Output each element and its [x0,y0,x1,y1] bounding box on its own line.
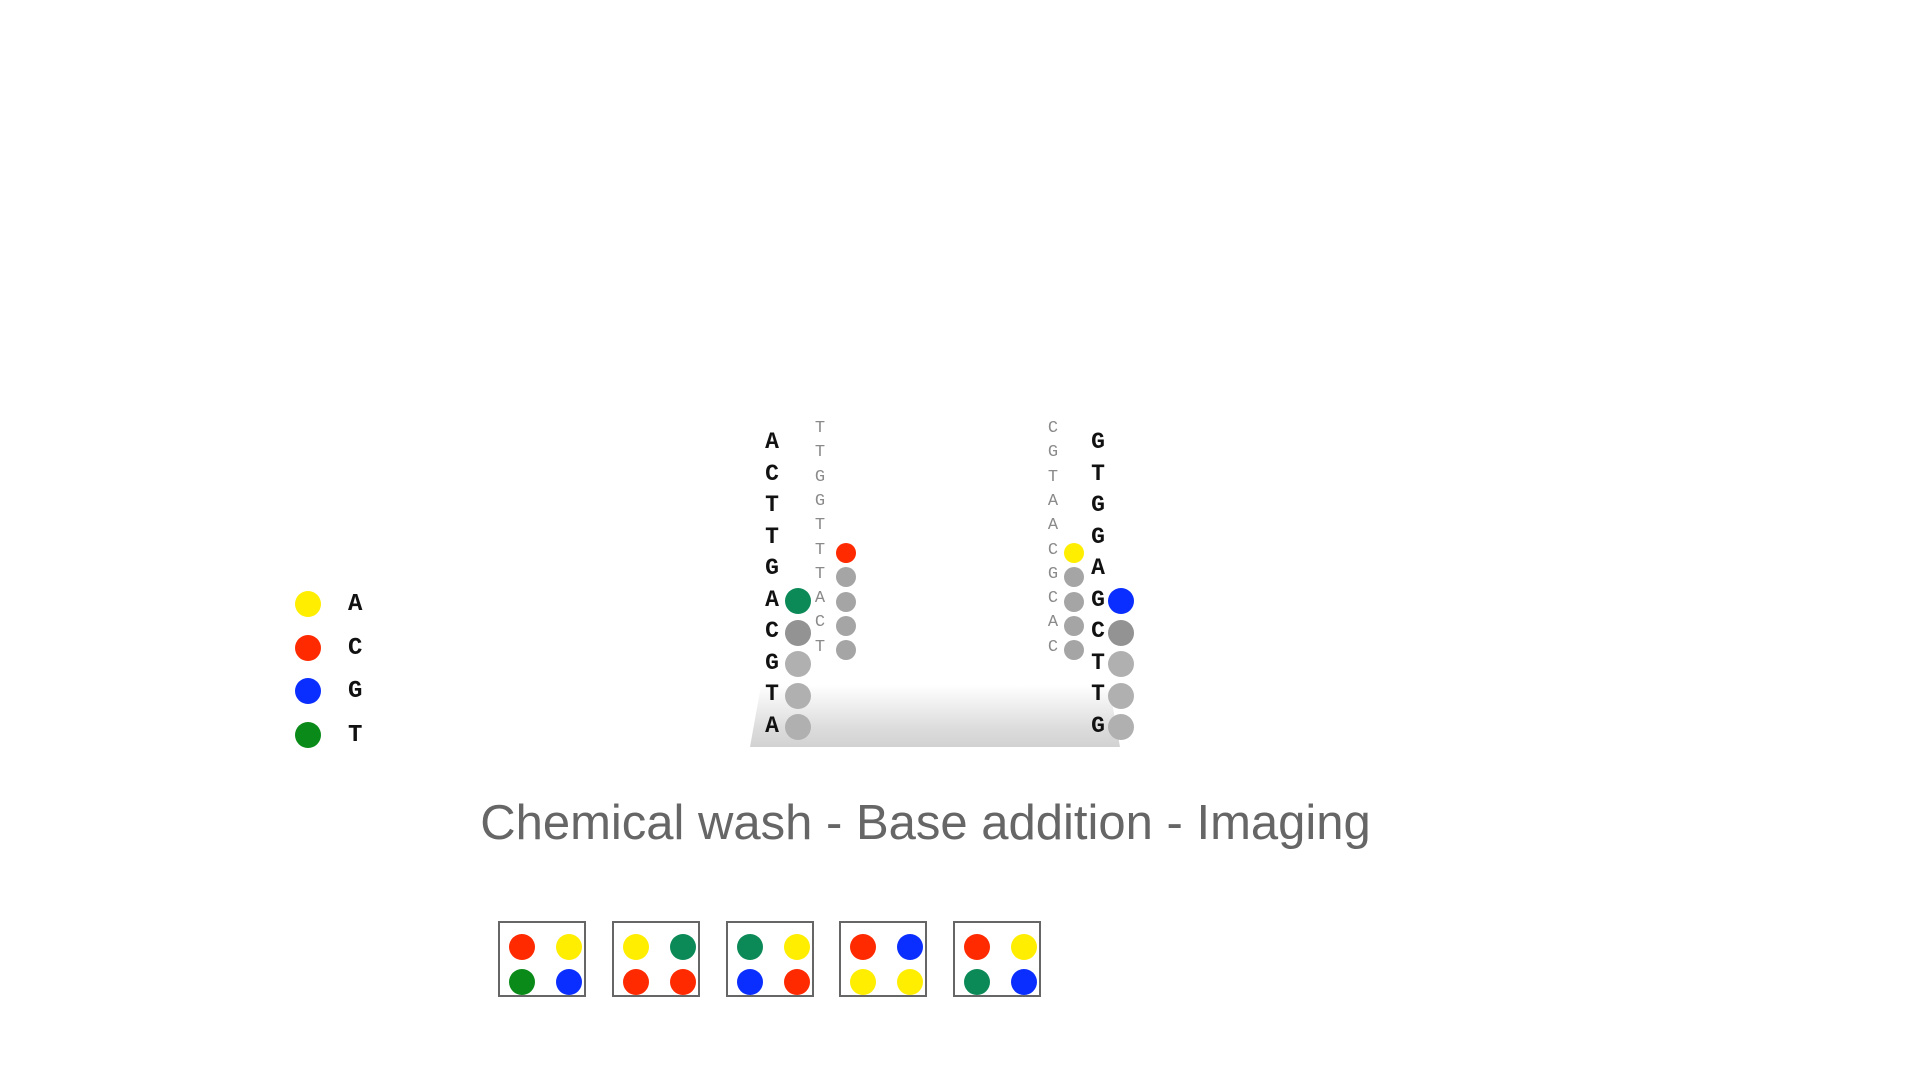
legend-label-g: G [348,678,363,705]
cluster_left-strand-base: T [814,516,826,536]
cluster_left-template-base: T [765,681,779,707]
cluster_right-template-base: G [1091,492,1105,518]
cluster_left-template-base: G [765,555,779,581]
cluster_right-strand-dot [1064,543,1084,563]
tile-dot [670,934,696,960]
cluster_right-strand-dot [1064,567,1084,588]
cluster_right-template-base: G [1091,586,1105,613]
tile-dot [850,934,876,960]
cluster_right-strand-base: G [1047,443,1059,463]
cluster_right-strand-base: C [1047,540,1059,560]
cluster_right-strand-dot [1064,640,1084,661]
cluster_right-strand-base: A [1047,613,1059,633]
tile-dot [509,934,535,960]
cluster_right-template-base: C [1091,618,1105,644]
image-tile [953,921,1041,997]
image-tile [498,921,586,997]
legend-label-t: T [348,721,363,749]
cluster_left-strand-dot [836,591,856,612]
tile-dot [1011,969,1037,995]
cluster_left-strand-base: T [814,564,826,584]
tile-dot [556,969,582,995]
image-tile [612,921,700,997]
tile-dot [737,969,763,995]
tile-dot [556,934,582,960]
tile-dot [737,934,763,960]
cluster_left-strand-dot [836,567,856,588]
cluster_right-template-base: G [1091,712,1105,739]
cluster_right-strand-dot [1064,591,1084,612]
image-tile [726,921,814,997]
cluster_right-strand-dot [1064,615,1084,636]
cluster_right-strand-base: C [1047,637,1059,657]
cluster_left-template-dot [785,619,811,646]
cluster_left-template-base: A [765,712,779,739]
legend-label-a: A [348,591,363,618]
cluster_left-template-base: T [765,523,779,550]
legend-dot-a [295,591,321,617]
cluster_right-strand-base: C [1047,589,1059,609]
cluster_left-template-base: C [765,618,779,644]
tile-dot [784,934,810,960]
tile-dot [897,969,923,995]
tile-dot [850,969,876,995]
legend-label-c: C [348,634,363,662]
cluster_right-template-base: T [1091,681,1105,707]
cluster_left-template-dot [785,714,811,740]
cluster_right-template-base: T [1091,460,1105,487]
cluster_left-template-dot [785,651,811,677]
cluster_left-strand-base: G [814,467,826,487]
tile-dot [623,934,649,960]
legend-dot-c [295,634,321,661]
flow-cell-surface [750,685,1120,747]
cluster_right-template-dot [1108,619,1134,646]
cluster_left-template-base: G [765,649,779,676]
cluster_right-template-base: A [1091,555,1105,581]
cluster_left-strand-dot [836,615,856,636]
cluster_left-strand-base: T [814,540,826,560]
cluster_right-template-base: G [1091,523,1105,550]
cluster_left-strand-dot [836,640,856,661]
cluster_left-template-dot [785,682,811,709]
cluster_left-template-base: A [765,586,779,613]
legend-dot-g [295,678,321,704]
cluster_right-strand-base: A [1047,516,1059,536]
tile-dot [964,969,990,995]
cluster_right-strand-base: T [1047,467,1059,487]
image-tile [839,921,927,997]
tile-dot [670,969,696,995]
cluster_right-template-base: G [1091,429,1105,455]
cluster_left-strand-base: T [814,443,826,463]
tile-dot [1011,934,1037,960]
tile-dot [897,934,923,960]
tile-dot [623,969,649,995]
cluster_left-strand-base: A [814,589,826,609]
cluster_left-template-base: C [765,460,779,487]
cluster_left-template-base: A [765,429,779,455]
cluster_right-strand-base: C [1047,419,1059,438]
cluster_right-strand-base: G [1047,564,1059,584]
tile-dot [509,969,535,995]
cluster_left-strand-dot [836,543,856,563]
cluster_right-strand-base: A [1047,491,1059,511]
cluster_right-template-dot [1108,651,1134,677]
cluster_left-template-base: T [765,492,779,518]
cluster_left-strand-base: G [814,491,826,511]
legend-dot-t [295,721,321,748]
cluster_right-template-dot [1108,714,1134,740]
tile-dot [784,969,810,995]
cluster_left-strand-base: C [814,613,826,633]
cluster_right-template-dot [1108,588,1134,614]
cluster_right-template-dot [1108,682,1134,709]
tile-dot [964,934,990,960]
cluster_left-strand-base: T [814,637,826,657]
caption: Chemical wash - Base addition - Imaging [480,796,1371,850]
cluster_right-template-base: T [1091,649,1105,676]
cluster_left-strand-base: T [814,419,826,438]
cluster_left-template-dot [785,588,811,614]
